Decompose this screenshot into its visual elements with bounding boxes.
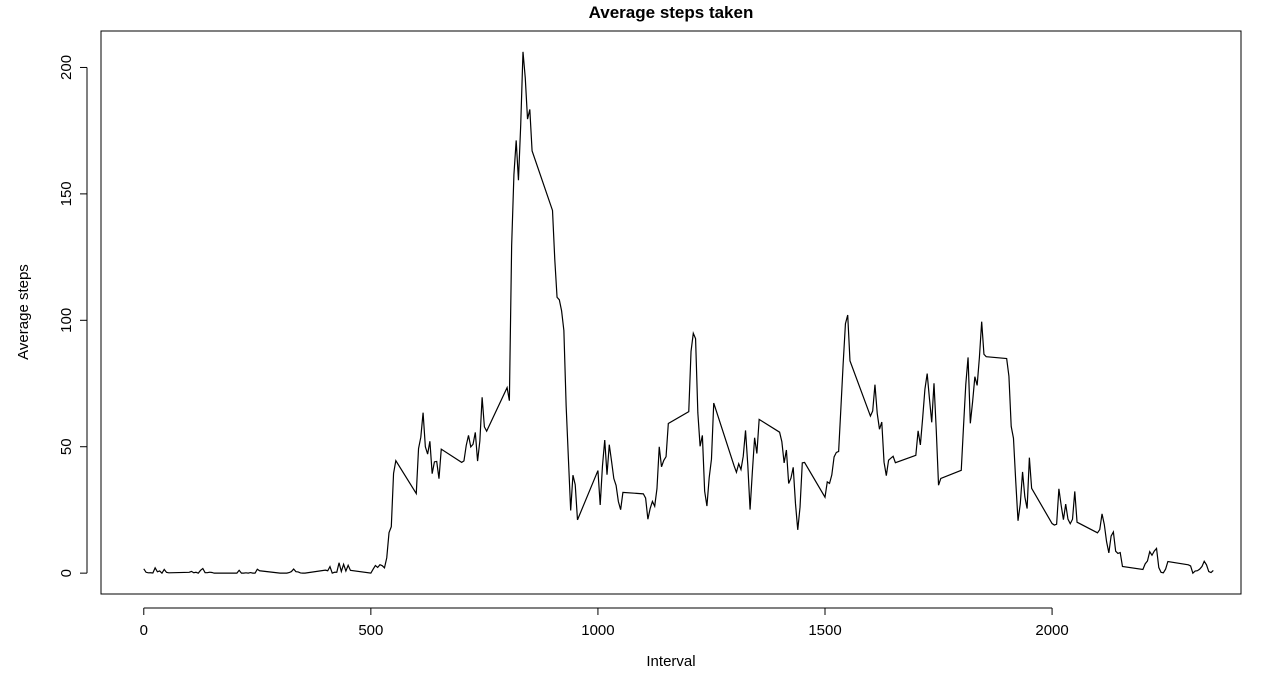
x-tick-label: 1500: [808, 622, 841, 639]
x-tick-label: 0: [140, 622, 148, 639]
y-tick-label: 0: [58, 569, 75, 577]
y-tick-label: 200: [58, 55, 75, 80]
y-axis-label: Average steps: [15, 264, 32, 360]
y-tick-label: 150: [58, 181, 75, 206]
x-axis-label: Interval: [646, 653, 695, 670]
y-tick-label: 50: [58, 438, 75, 455]
data-line: [143, 51, 1214, 575]
plot-frame: [100, 30, 1242, 595]
y-tick-label: 100: [58, 308, 75, 333]
x-tick-label: 500: [358, 622, 383, 639]
x-tick-label: 1000: [581, 622, 614, 639]
x-tick-label: 2000: [1035, 622, 1068, 639]
chart-title: Average steps taken: [589, 3, 754, 22]
